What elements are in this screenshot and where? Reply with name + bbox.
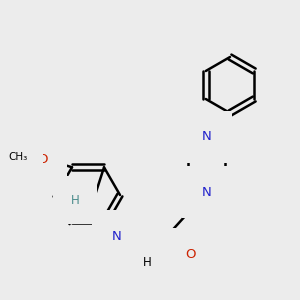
Text: H: H (70, 194, 80, 206)
Text: O: O (37, 153, 47, 166)
Text: N: N (202, 185, 212, 199)
Text: O: O (186, 248, 196, 260)
Text: N: N (202, 130, 212, 143)
Text: N: N (112, 230, 122, 242)
Text: CH₃: CH₃ (8, 152, 28, 162)
Text: N: N (140, 238, 150, 250)
Text: H: H (142, 256, 152, 268)
